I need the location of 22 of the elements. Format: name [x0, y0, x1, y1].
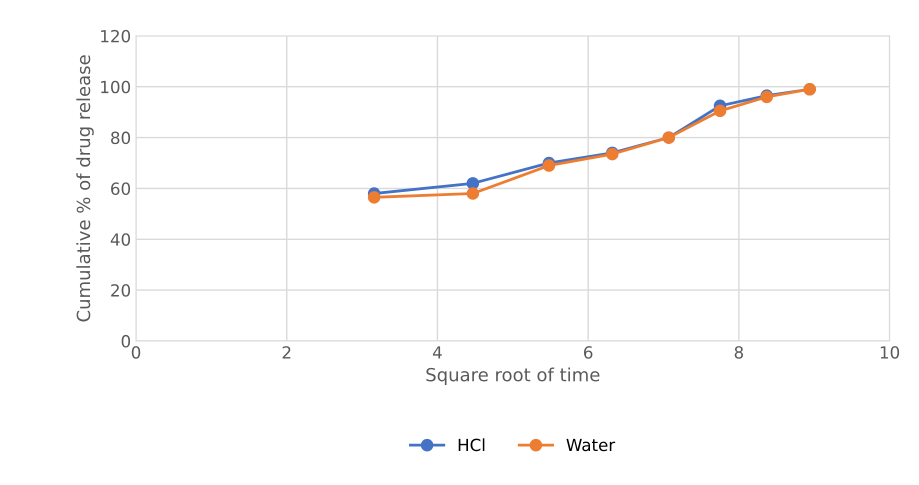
- legend-label: HCl: [458, 438, 484, 452]
- x-tick-label: 4: [432, 346, 442, 358]
- x-tick-label: 0: [132, 346, 140, 359]
- point: [466, 187, 480, 200]
- y-tick-label: 20: [111, 284, 130, 297]
- y-axis-title: Cumulative % of drug release: [76, 55, 94, 322]
- y-tick-label: 60: [111, 182, 130, 195]
- point: [542, 159, 556, 172]
- y-tick-label: 100: [101, 80, 130, 94]
- y-tick-label: 40: [110, 233, 130, 246]
- legend-label: Water: [566, 438, 616, 452]
- y-tick-label: 80: [111, 132, 130, 144]
- x-tick-label: 8: [734, 346, 744, 359]
- y-tick-label: 0: [122, 334, 130, 348]
- point: [368, 191, 380, 204]
- x-tick-label: 6: [584, 346, 592, 359]
- point: [466, 177, 480, 190]
- point: [714, 104, 726, 118]
- x-axis-title: Square root of time: [426, 368, 600, 385]
- y-tick-label: 120: [101, 30, 130, 42]
- x-tick-label: 2: [282, 346, 290, 358]
- x-tick-label: 10: [880, 346, 900, 359]
